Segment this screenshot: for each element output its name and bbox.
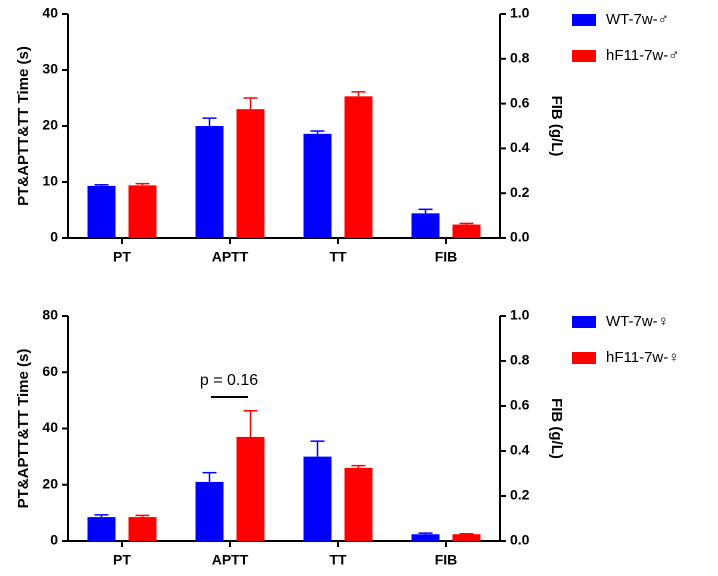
y2-tick-label: 0.6 xyxy=(510,397,530,413)
y2-tick-label: 1.0 xyxy=(510,5,530,21)
y2-tick-label: 0.4 xyxy=(510,442,530,458)
x-tick-label: APTT xyxy=(212,249,249,265)
bar xyxy=(344,96,373,238)
y2-tick-label: 0.2 xyxy=(510,487,530,503)
bar xyxy=(344,467,373,541)
bar xyxy=(303,133,332,238)
bar xyxy=(236,109,265,238)
y2-axis-label: FIB (g/L) xyxy=(548,398,565,459)
y2-tick-label: 0.8 xyxy=(510,50,530,66)
x-tick-label: FIB xyxy=(435,249,458,265)
y2-tick-label: 1.0 xyxy=(510,307,530,323)
x-tick-label: TT xyxy=(329,249,347,265)
y2-tick-label: 0.4 xyxy=(510,139,530,155)
y-tick-label: 0 xyxy=(50,532,58,548)
bar xyxy=(303,456,332,541)
legend-swatch xyxy=(572,352,596,364)
x-tick-label: FIB xyxy=(435,552,458,568)
y-axis-label: PT&APTT&TT Time (s) xyxy=(15,349,32,509)
bar xyxy=(452,534,481,541)
y-tick-label: 40 xyxy=(42,419,58,435)
annotation: p = 0.16 xyxy=(200,372,258,389)
bar xyxy=(452,224,481,238)
legend-label: WT-7w-♂ xyxy=(606,11,669,28)
y2-tick-label: 0.8 xyxy=(510,352,530,368)
legend-label: WT-7w-♀ xyxy=(606,313,669,330)
x-tick-label: APTT xyxy=(212,552,249,568)
bar xyxy=(87,517,116,541)
y-tick-label: 40 xyxy=(42,5,58,21)
bar xyxy=(195,126,224,238)
y2-tick-label: 0.0 xyxy=(510,229,530,245)
y2-tick-label: 0.2 xyxy=(510,184,530,200)
y2-tick-label: 0.6 xyxy=(510,94,530,110)
y-tick-label: 0 xyxy=(50,229,58,245)
y-tick-label: 20 xyxy=(42,475,58,491)
x-tick-label: PT xyxy=(113,552,131,568)
bar xyxy=(236,436,265,541)
y-tick-label: 10 xyxy=(42,173,58,189)
y-tick-label: 80 xyxy=(42,307,58,323)
legend-label: hF11-7w-♂ xyxy=(606,47,680,64)
bar xyxy=(411,213,440,238)
y-tick-label: 60 xyxy=(42,363,58,379)
legend-swatch xyxy=(572,316,596,328)
bar xyxy=(128,185,157,238)
y-tick-label: 20 xyxy=(42,117,58,133)
y-tick-label: 30 xyxy=(42,61,58,77)
x-tick-label: TT xyxy=(329,552,347,568)
bar xyxy=(128,517,157,541)
y2-axis-label: FIB (g/L) xyxy=(548,96,565,157)
legend-swatch xyxy=(572,50,596,62)
bar xyxy=(87,185,116,238)
y2-tick-label: 0.0 xyxy=(510,532,530,548)
x-tick-label: PT xyxy=(113,249,131,265)
y-axis-label: PT&APTT&TT Time (s) xyxy=(15,46,32,206)
bar xyxy=(411,534,440,541)
legend-swatch xyxy=(572,14,596,26)
bar xyxy=(195,481,224,541)
legend-label: hF11-7w-♀ xyxy=(606,349,680,366)
